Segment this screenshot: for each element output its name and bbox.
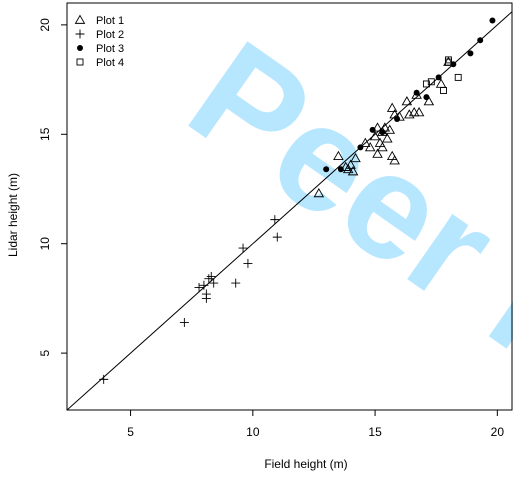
data-point-series2	[270, 215, 280, 225]
watermark: Peer Re	[162, 9, 513, 467]
data-point-series2	[204, 274, 214, 284]
y-axis-title: Lidar height (m)	[6, 173, 20, 257]
y-tick-label: 20	[38, 18, 52, 32]
legend-label-2: Plot 2	[96, 29, 124, 41]
reference-line-layer	[67, 11, 512, 410]
x-tick-label: 5	[127, 425, 134, 439]
data-point-series2	[201, 293, 211, 303]
data-point-series1	[389, 155, 400, 165]
data-point-series1	[340, 161, 352, 171]
data-point-series1	[377, 142, 388, 152]
y-tick-label: 5	[38, 349, 52, 356]
data-point-series3	[435, 74, 442, 81]
data-point-series2	[206, 272, 216, 282]
data-point-series2	[99, 374, 109, 384]
data-point-series3	[357, 144, 364, 151]
plot-area-border	[66, 2, 513, 411]
legend-label-4: Plot 4	[96, 57, 124, 69]
data-point-series1	[413, 107, 425, 117]
data-point-series1	[333, 150, 344, 160]
data-point-series1	[372, 148, 383, 158]
data-point-series3	[379, 129, 386, 136]
legend-label-1: Plot 1	[96, 15, 124, 27]
data-point-series1	[435, 78, 447, 88]
data-point-series3	[394, 115, 401, 122]
legend-label-3: Plot 3	[96, 43, 124, 55]
data-point-series1	[364, 142, 376, 152]
data-point-series1	[386, 102, 398, 112]
one-to-one-line	[67, 11, 512, 410]
data-point-series4	[440, 87, 447, 94]
legend-marker-1	[74, 14, 86, 24]
data-point-series4	[444, 56, 452, 64]
data-point-series2	[179, 317, 189, 327]
data-point-series4	[427, 78, 435, 86]
data-point-series3	[477, 37, 484, 44]
data-point-series2	[209, 278, 219, 288]
x-tick-label: 20	[491, 425, 505, 439]
data-point-series3	[369, 126, 376, 133]
legend-marker-2	[75, 29, 85, 39]
x-tick-label: 10	[246, 425, 260, 439]
x-axis: 5 10 15 20	[127, 410, 504, 439]
data-point-series1	[423, 96, 435, 106]
data-point-series3	[423, 94, 430, 101]
data-point-series1	[345, 159, 356, 169]
data-point-series3	[323, 166, 330, 173]
data-point-series2	[194, 282, 204, 292]
data-point-series1	[313, 187, 325, 198]
data-point-series1	[382, 133, 393, 143]
data-point-series2	[243, 258, 253, 268]
legend-marker-4	[76, 58, 84, 66]
y-axis: 5 10 15 20	[38, 18, 67, 356]
data-point-series1	[360, 137, 371, 147]
data-point-series3	[489, 17, 496, 24]
x-axis-title: Field height (m)	[264, 457, 347, 471]
data-point-series3	[413, 89, 420, 96]
data-point-series2	[199, 280, 209, 290]
data-points-layer	[99, 17, 496, 384]
data-point-series2	[272, 232, 282, 242]
data-point-series1	[372, 122, 383, 132]
data-point-series2	[231, 278, 241, 288]
data-point-series1	[401, 96, 413, 106]
data-point-series3	[337, 166, 344, 173]
data-point-series4	[422, 80, 430, 88]
legend-marker-3	[77, 45, 83, 51]
data-point-series1	[347, 166, 359, 176]
x-tick-label: 15	[368, 425, 382, 439]
data-point-series3	[467, 50, 474, 57]
legend: Plot 1 Plot 2 Plot 3 Plot 4	[74, 14, 124, 69]
data-point-series4	[454, 73, 462, 81]
data-point-series1	[384, 124, 396, 134]
data-point-series1	[350, 152, 361, 163]
y-tick-label: 10	[38, 237, 52, 251]
data-point-series1	[404, 109, 415, 119]
y-tick-label: 15	[38, 127, 52, 141]
data-point-series2	[238, 243, 248, 253]
